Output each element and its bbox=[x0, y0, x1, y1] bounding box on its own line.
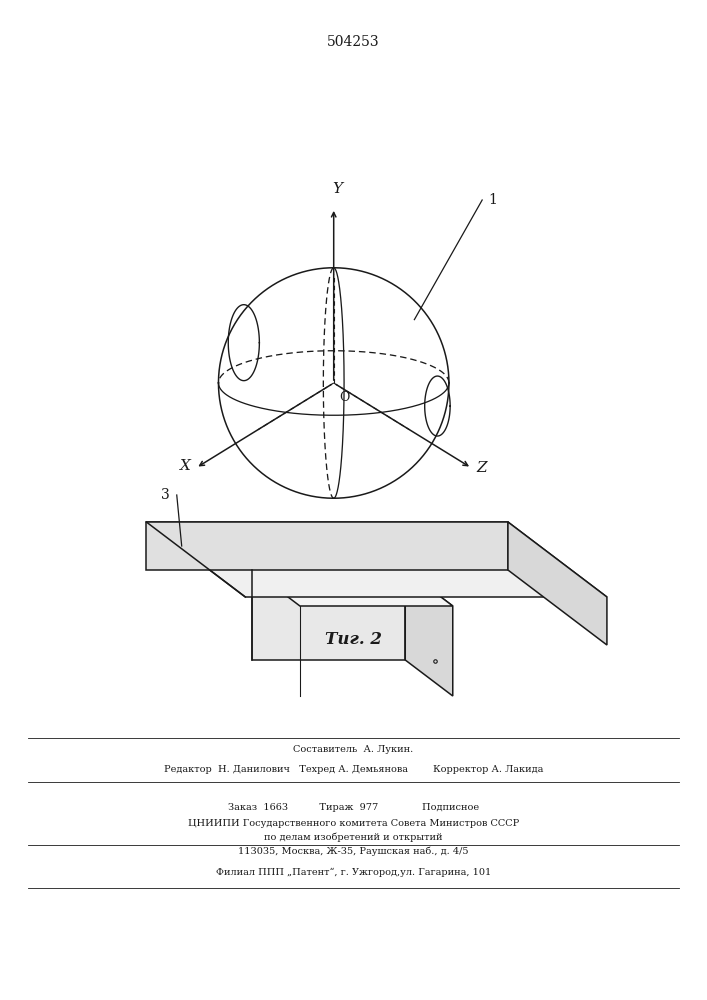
Text: ЦНИИПИ Государственного комитета Совета Министров СССР: ЦНИИПИ Государственного комитета Совета … bbox=[188, 818, 519, 828]
Text: 3: 3 bbox=[161, 488, 170, 502]
Text: Заказ  1663          Тираж  977              Подписное: Заказ 1663 Тираж 977 Подписное bbox=[228, 804, 479, 812]
Text: 504253: 504253 bbox=[327, 35, 380, 49]
Text: 113035, Москва, Ж-35, Раушская наб., д. 4/5: 113035, Москва, Ж-35, Раушская наб., д. … bbox=[238, 846, 469, 856]
Text: Z: Z bbox=[477, 461, 488, 475]
Text: X: X bbox=[180, 459, 191, 473]
Text: по делам изобретений и открытий: по делам изобретений и открытий bbox=[264, 832, 443, 842]
Polygon shape bbox=[252, 570, 405, 660]
Polygon shape bbox=[146, 522, 607, 597]
Text: Составитель  А. Лукин.: Составитель А. Лукин. bbox=[293, 746, 414, 754]
Polygon shape bbox=[252, 570, 452, 606]
Text: O: O bbox=[339, 391, 350, 404]
Text: Τиг. 2: Τиг. 2 bbox=[325, 632, 382, 648]
Text: Y: Y bbox=[332, 182, 342, 196]
Text: Редактор  Н. Данилович   Техред А. Демьянова        Корректор А. Лакида: Редактор Н. Данилович Техред А. Демьянов… bbox=[164, 766, 543, 774]
Polygon shape bbox=[508, 522, 607, 645]
Text: Филиал ППП „Патент“, г. Ужгород,ул. Гагарина, 101: Филиал ППП „Патент“, г. Ужгород,ул. Гага… bbox=[216, 867, 491, 877]
Polygon shape bbox=[405, 570, 452, 696]
Text: 1: 1 bbox=[488, 193, 497, 207]
Polygon shape bbox=[146, 522, 508, 570]
